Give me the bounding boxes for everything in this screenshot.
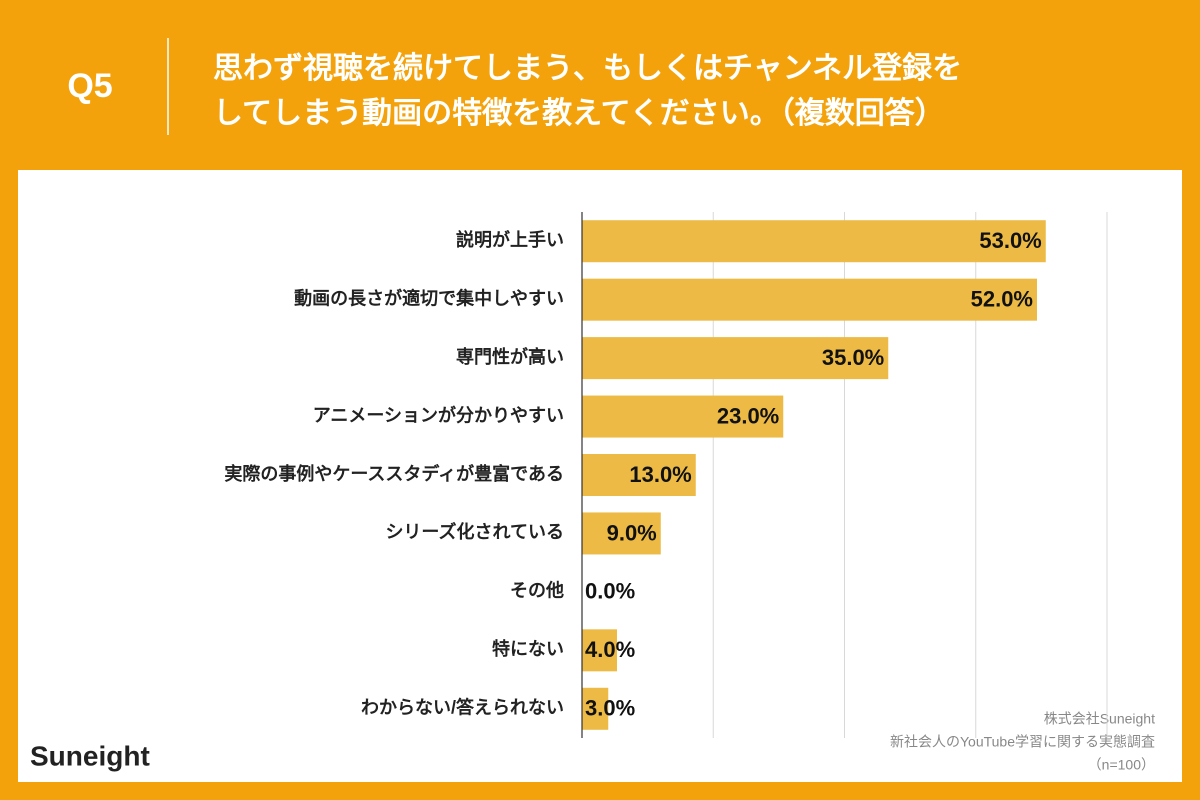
value-label: 53.0% — [979, 228, 1041, 253]
value-label: 0.0% — [585, 579, 635, 604]
value-label: 23.0% — [717, 403, 779, 428]
brand-logo: Suneight — [30, 740, 150, 771]
y-tick-label: シリーズ化されている — [385, 521, 564, 542]
bar — [582, 512, 661, 555]
chart-title: 思わず視聴を続けてしまう、もしくはチャンネル登録を — [213, 51, 962, 85]
value-label: 4.0% — [585, 637, 635, 662]
value-label: 52.0% — [971, 286, 1033, 311]
y-tick-label: アニメーションが分かりやすい — [313, 404, 564, 425]
bar — [582, 395, 784, 438]
value-label: 35.0% — [822, 345, 884, 370]
y-tick-label: 説明が上手い — [456, 229, 564, 250]
value-label: 3.0% — [585, 696, 635, 721]
y-tick-label: 実際の事例やケーススタディが豊富である — [224, 463, 564, 484]
y-tick-label: その他 — [510, 580, 564, 601]
value-label: 13.0% — [629, 462, 691, 487]
bar — [582, 629, 617, 672]
note: 株式会社Suneight — [1044, 711, 1155, 727]
bar — [582, 687, 609, 730]
bar — [582, 454, 696, 496]
y-tick-label: 動画の長さが適切で集中しやすい — [294, 287, 564, 308]
bar — [582, 337, 889, 380]
chart-title: してしまう動画の特徴を教えてください。（複数回答） — [213, 96, 945, 130]
y-tick-label: わからない/答えられない — [361, 697, 564, 718]
question-number: Q5 — [67, 67, 112, 105]
value-label: 9.0% — [607, 520, 657, 545]
note: 新社会人のYouTube学習に関する実態調査 — [890, 734, 1155, 750]
y-tick-label: 特にない — [492, 638, 564, 659]
bar — [582, 278, 1037, 321]
bar — [582, 220, 1046, 263]
note: （n=100） — [1088, 757, 1155, 773]
y-tick-label: 専門性が高い — [456, 346, 564, 367]
